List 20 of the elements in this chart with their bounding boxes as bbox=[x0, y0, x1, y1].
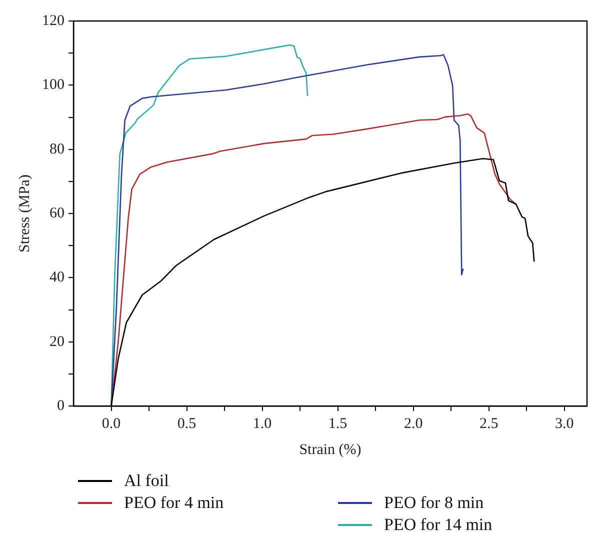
legend-label: PEO for 4 min bbox=[124, 493, 224, 513]
y-tick-label: 100 bbox=[42, 77, 64, 94]
legend-label: Al foil bbox=[124, 471, 169, 491]
legend-label: PEO for 14 min bbox=[384, 515, 492, 535]
x-tick-label: 0.5 bbox=[177, 416, 196, 432]
x-tick-label: 2.0 bbox=[404, 416, 423, 432]
x-tick-label: 3.0 bbox=[554, 416, 574, 432]
x-axis-title: Strain (%) bbox=[299, 442, 362, 458]
x-tick-label: 2.5 bbox=[479, 416, 498, 432]
y-tick-label: 0 bbox=[57, 398, 64, 414]
y-tick-label: 60 bbox=[50, 205, 64, 222]
x-tick-label: 1.0 bbox=[252, 416, 272, 432]
y-tick-label: 40 bbox=[50, 270, 64, 286]
y-tick-label: 80 bbox=[50, 141, 64, 158]
x-tick-label: 0.0 bbox=[102, 416, 121, 432]
y-axis-title: Stress (MPa) bbox=[16, 174, 33, 252]
y-tick-label: 20 bbox=[50, 334, 64, 350]
x-tick-label: 1.5 bbox=[328, 416, 348, 432]
y-tick-label: 120 bbox=[42, 12, 64, 29]
legend-label: PEO for 8 min bbox=[384, 493, 484, 513]
